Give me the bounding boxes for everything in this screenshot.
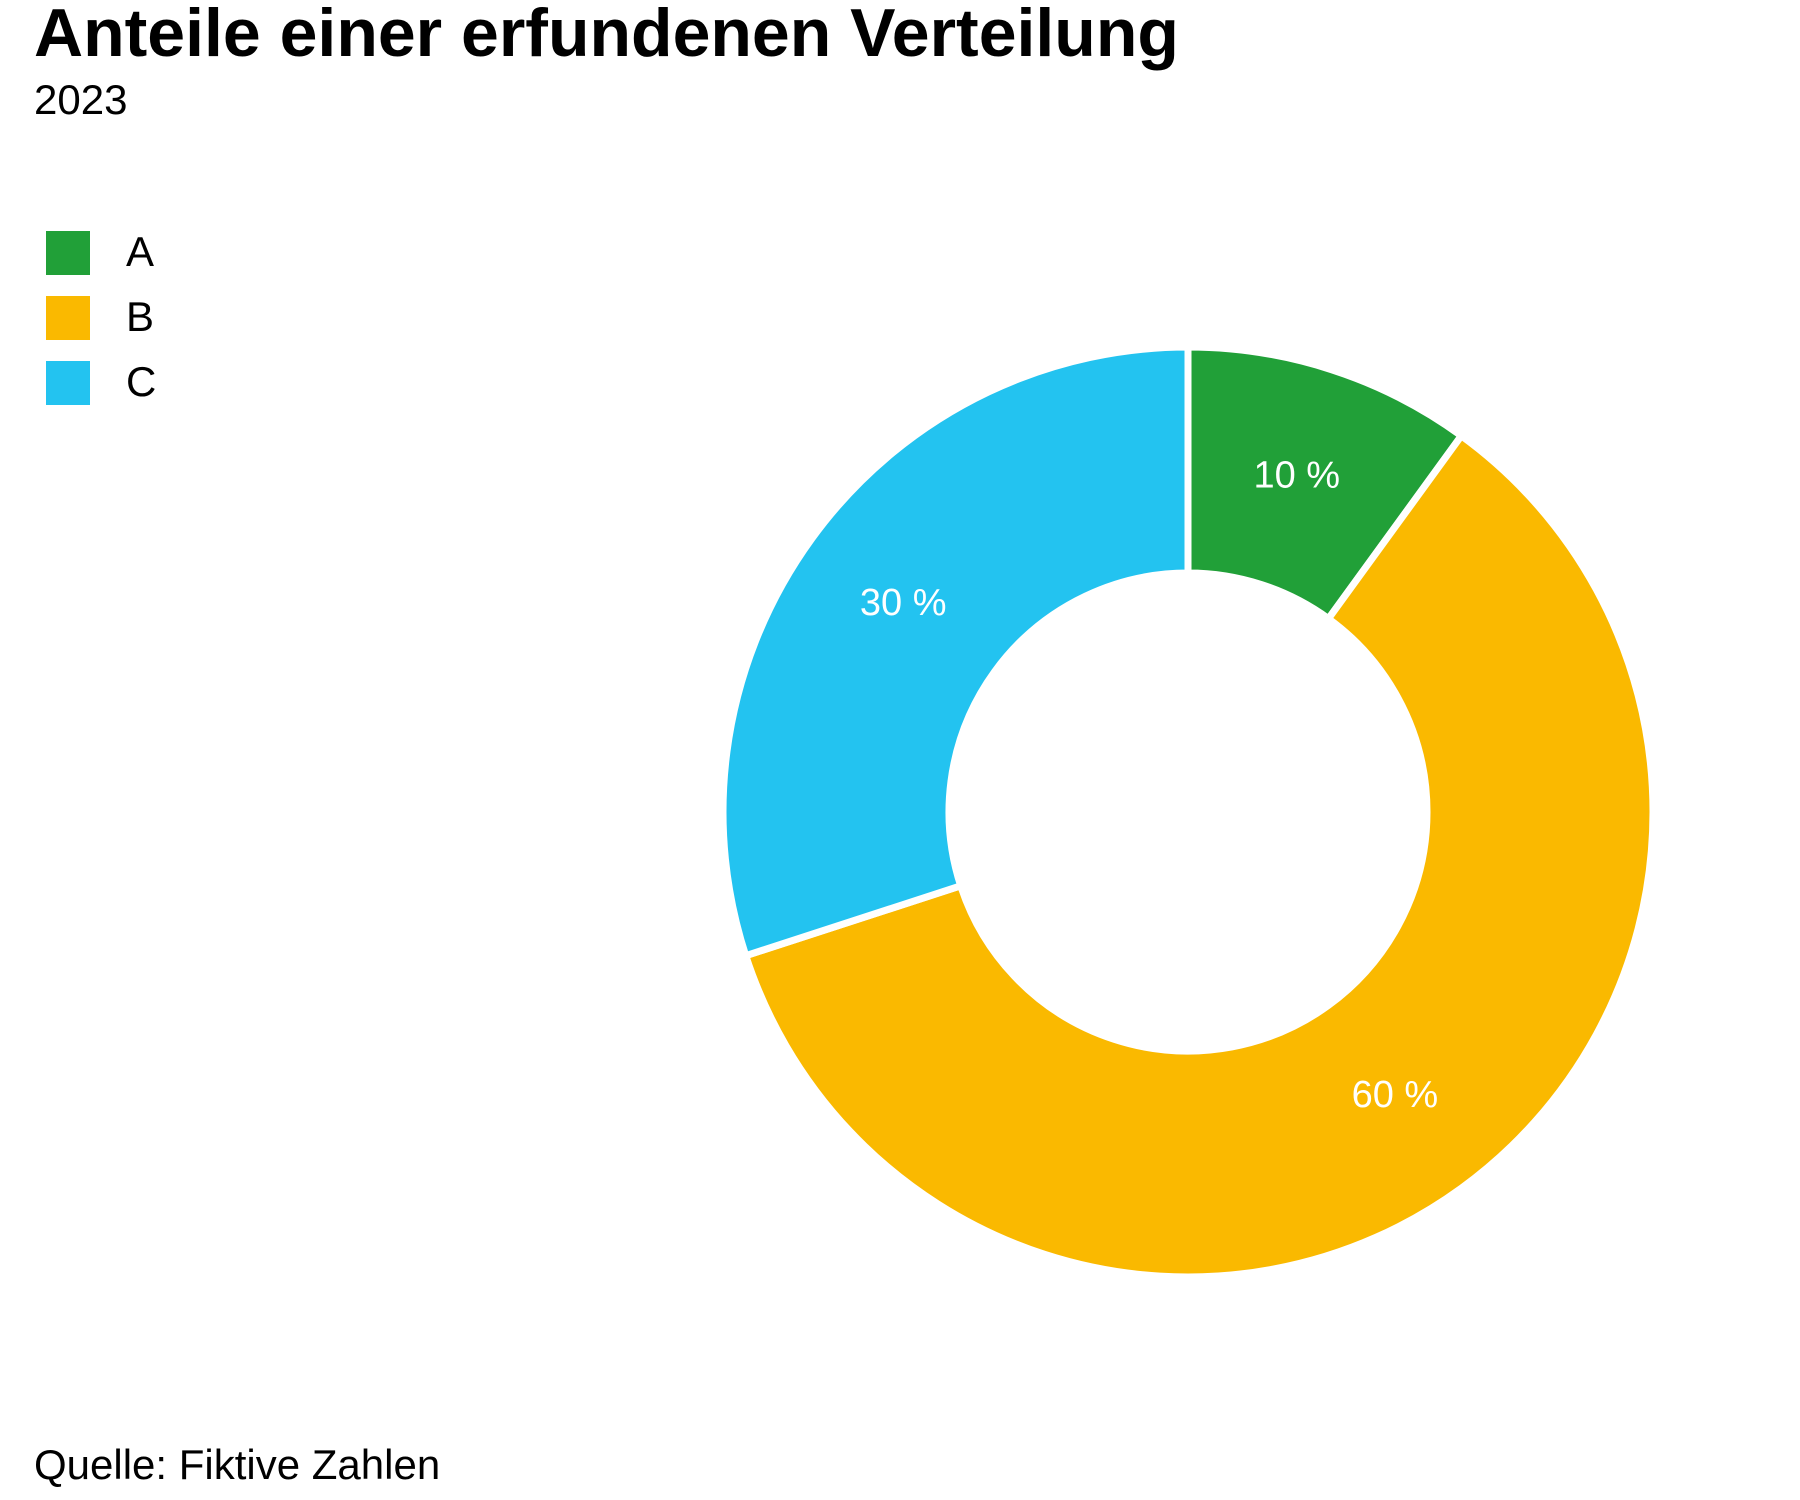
legend-label: A [126, 228, 154, 275]
data-label: 30 % [860, 582, 947, 624]
source-note: Quelle: Fiktive Zahlen [34, 1441, 440, 1488]
chart-subtitle: 2023 [34, 76, 127, 123]
legend-swatch [46, 231, 90, 275]
data-label: 60 % [1352, 1074, 1439, 1116]
donut-slice [741, 430, 1657, 1281]
legend-swatch [46, 361, 90, 405]
data-label: 10 % [1253, 454, 1340, 496]
donut-slice [1184, 343, 1467, 624]
legend-label: C [126, 358, 156, 405]
donut-slice [719, 343, 1192, 961]
legend-swatch [46, 296, 90, 340]
legend-label: B [126, 293, 154, 340]
chart-title: Anteile einer erfundenen Verteilung [34, 0, 1179, 71]
